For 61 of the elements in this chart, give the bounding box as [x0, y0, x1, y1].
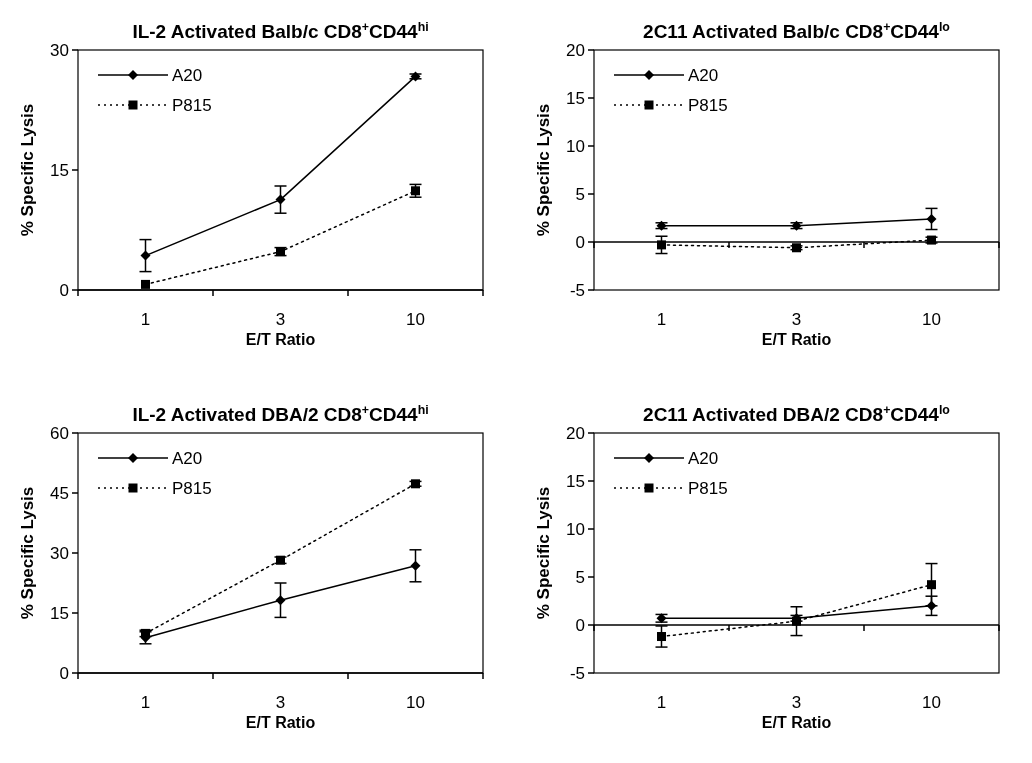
- y-tick-label: 45: [50, 483, 69, 503]
- y-tick-label: 20: [566, 40, 585, 60]
- legend-label: P815: [172, 95, 212, 115]
- y-tick-label: 0: [59, 663, 69, 683]
- x-tick-label: 1: [656, 310, 667, 329]
- x-axis-title: E/T Ratio: [761, 714, 832, 731]
- y-tick-label: 5: [575, 567, 585, 587]
- point: [141, 279, 150, 289]
- x-tick-label: 3: [275, 310, 286, 329]
- y-tick-label: 15: [566, 471, 585, 491]
- y-tick-label: 10: [566, 519, 585, 539]
- x-tick-label: 3: [275, 693, 286, 712]
- legend-label: P815: [688, 478, 728, 498]
- y-axis-title: % Specific Lysis: [18, 486, 37, 620]
- y-axis-title: % Specific Lysis: [18, 103, 37, 237]
- legend-label: P815: [688, 95, 728, 115]
- legend-label: A20: [172, 448, 203, 468]
- x-tick-label: 10: [406, 310, 425, 329]
- x-axis-title: E/T Ratio: [245, 714, 316, 731]
- x-tick-label: 1: [656, 693, 667, 712]
- y-tick-label: -5: [569, 663, 585, 683]
- x-tick-label: 10: [922, 310, 941, 329]
- point: [275, 194, 286, 205]
- point: [926, 213, 937, 224]
- y-tick-label: 0: [575, 232, 585, 252]
- y-tick-label: 10: [566, 136, 585, 156]
- y-axis-title: % Specific Lysis: [534, 103, 553, 237]
- x-axis-title: E/T Ratio: [761, 331, 832, 348]
- y-tick-label: 15: [566, 88, 585, 108]
- y-tick-label: -5: [569, 280, 585, 300]
- y-tick-label: 15: [50, 160, 69, 180]
- legend-label: A20: [688, 65, 719, 85]
- y-tick-label: 30: [50, 40, 69, 60]
- x-tick-label: 10: [922, 693, 941, 712]
- y-tick-label: 30: [50, 543, 69, 563]
- x-tick-label: 3: [791, 693, 802, 712]
- chart-title: 2C11 Activated Balb/c CD8$^{+}$CD44$^{lo}$: [643, 20, 951, 42]
- point: [140, 250, 151, 261]
- point: [657, 240, 666, 250]
- chart-title: IL-2 Activated Balb/c CD8$^{+}$CD44$^{hi}$: [132, 20, 429, 42]
- point: [410, 560, 421, 571]
- y-tick-label: 15: [50, 603, 69, 623]
- chart-title: IL-2 Activated DBA/2 CD8$^{+}$CD44$^{hi}$: [132, 403, 429, 425]
- point: [927, 580, 936, 590]
- y-tick-label: 20: [566, 423, 585, 443]
- y-tick-label: 5: [575, 184, 585, 204]
- legend-label: A20: [172, 65, 203, 85]
- chart-title: 2C11 Activated DBA/2 CD8$^{+}$CD44$^{lo}$: [643, 403, 951, 425]
- y-tick-label: 0: [575, 615, 585, 635]
- y-axis-title: % Specific Lysis: [534, 486, 553, 620]
- x-tick-label: 10: [406, 693, 425, 712]
- point: [657, 632, 666, 642]
- x-axis-title: E/T Ratio: [245, 331, 316, 348]
- legend-label: A20: [688, 448, 719, 468]
- point: [275, 595, 286, 606]
- y-tick-label: 0: [59, 280, 69, 300]
- y-tick-label: 60: [50, 423, 69, 443]
- legend-label: P815: [172, 478, 212, 498]
- x-tick-label: 1: [140, 693, 151, 712]
- x-tick-label: 3: [791, 310, 802, 329]
- x-tick-label: 1: [140, 310, 151, 329]
